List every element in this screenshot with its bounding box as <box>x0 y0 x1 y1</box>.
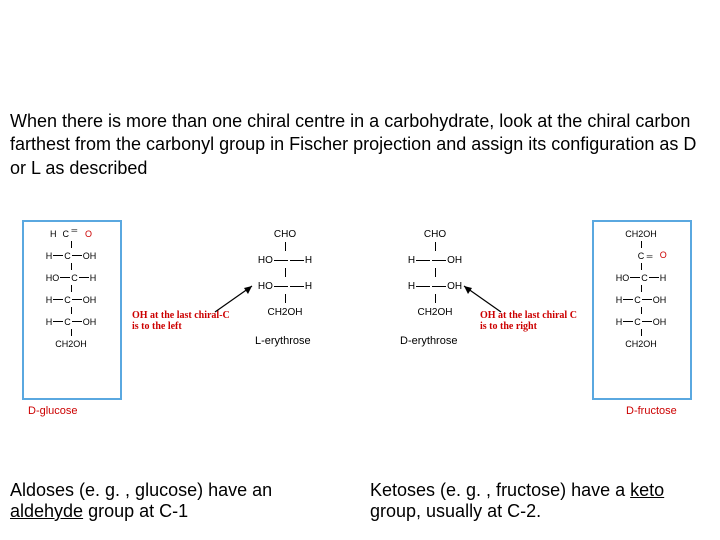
annot-left-l2: is to the left <box>132 321 252 332</box>
f-bottom: CH2OH <box>625 339 657 349</box>
de-r0-l: H <box>408 255 415 266</box>
g-r0-r: OH <box>83 251 97 261</box>
g-r2-l: H <box>46 295 53 305</box>
fructose-structure: CH2OH C ═ O HOCH HCOH HCOH CH2OH <box>596 226 686 351</box>
de-r0-r: OH <box>447 255 462 266</box>
fructose-box: CH2OH C ═ O HOCH HCOH HCOH CH2OH <box>592 220 692 400</box>
glucose-cho-o: O <box>85 229 92 239</box>
le-r0-l: HO <box>258 255 273 266</box>
f-r1-r: OH <box>653 295 667 305</box>
fructose-caption: D-fructose <box>626 405 677 417</box>
figure-area: H C ═ O HCOH HOCH HCOH HCOH CH2OH D-gluc… <box>0 210 720 430</box>
f-r0-l: HO <box>616 273 630 283</box>
f-top: CH2OH <box>625 229 657 239</box>
arrow-left-icon <box>210 282 260 317</box>
glucose-caption: D-glucose <box>28 405 78 417</box>
g-r1-l: HO <box>46 273 60 283</box>
le-r1-r: H <box>305 281 312 292</box>
f-o: O <box>660 250 667 260</box>
ketose-ul: keto <box>630 480 664 500</box>
glucose-structure: H C ═ O HCOH HOCH HCOH HCOH CH2OH <box>26 226 116 351</box>
f-r2-l: H <box>616 317 623 327</box>
g-r3-l: H <box>46 317 53 327</box>
glucose-box: H C ═ O HCOH HOCH HCOH HCOH CH2OH <box>22 220 122 400</box>
le-top: CHO <box>274 229 296 240</box>
ketose-pre1: Ketoses (e. g. , fructose) have a <box>370 480 630 500</box>
le-r1-l: HO <box>258 281 273 292</box>
de-r1-l: H <box>408 281 415 292</box>
f-r2-r: OH <box>653 317 667 327</box>
g-r3-r: OH <box>83 317 97 327</box>
aldose-ul: aldehyde <box>10 501 83 521</box>
glucose-cho-c: C <box>62 229 69 239</box>
de-bot: CH2OH <box>417 307 452 318</box>
arrow-right-icon <box>456 282 506 317</box>
ketose-pre2: group, usually at C-2. <box>370 501 541 521</box>
glucose-cho-h: H <box>50 229 57 239</box>
l-erythrose-label: L-erythrose <box>255 335 311 347</box>
f-r1-l: H <box>616 295 623 305</box>
intro-paragraph: When there is more than one chiral centr… <box>10 110 710 180</box>
le-bot: CH2OH <box>267 307 302 318</box>
aldose-pre: Aldoses (e. g. , glucose) have an <box>10 480 272 500</box>
f-r0-r: H <box>660 273 667 283</box>
le-r0-r: H <box>305 255 312 266</box>
aldose-post: group at C-1 <box>83 501 188 521</box>
f-c: C <box>638 251 645 261</box>
annot-right-l2: is to the right <box>480 321 600 332</box>
aldose-text: Aldoses (e. g. , glucose) have an aldehy… <box>10 480 340 522</box>
d-erythrose-label: D-erythrose <box>400 335 457 347</box>
g-r2-r: OH <box>83 295 97 305</box>
ketose-text: Ketoses (e. g. , fructose) have a keto g… <box>370 480 710 522</box>
g-bottom: CH2OH <box>55 339 87 349</box>
g-r1-r: H <box>90 273 97 283</box>
de-top: CHO <box>424 229 446 240</box>
g-r0-l: H <box>46 251 53 261</box>
